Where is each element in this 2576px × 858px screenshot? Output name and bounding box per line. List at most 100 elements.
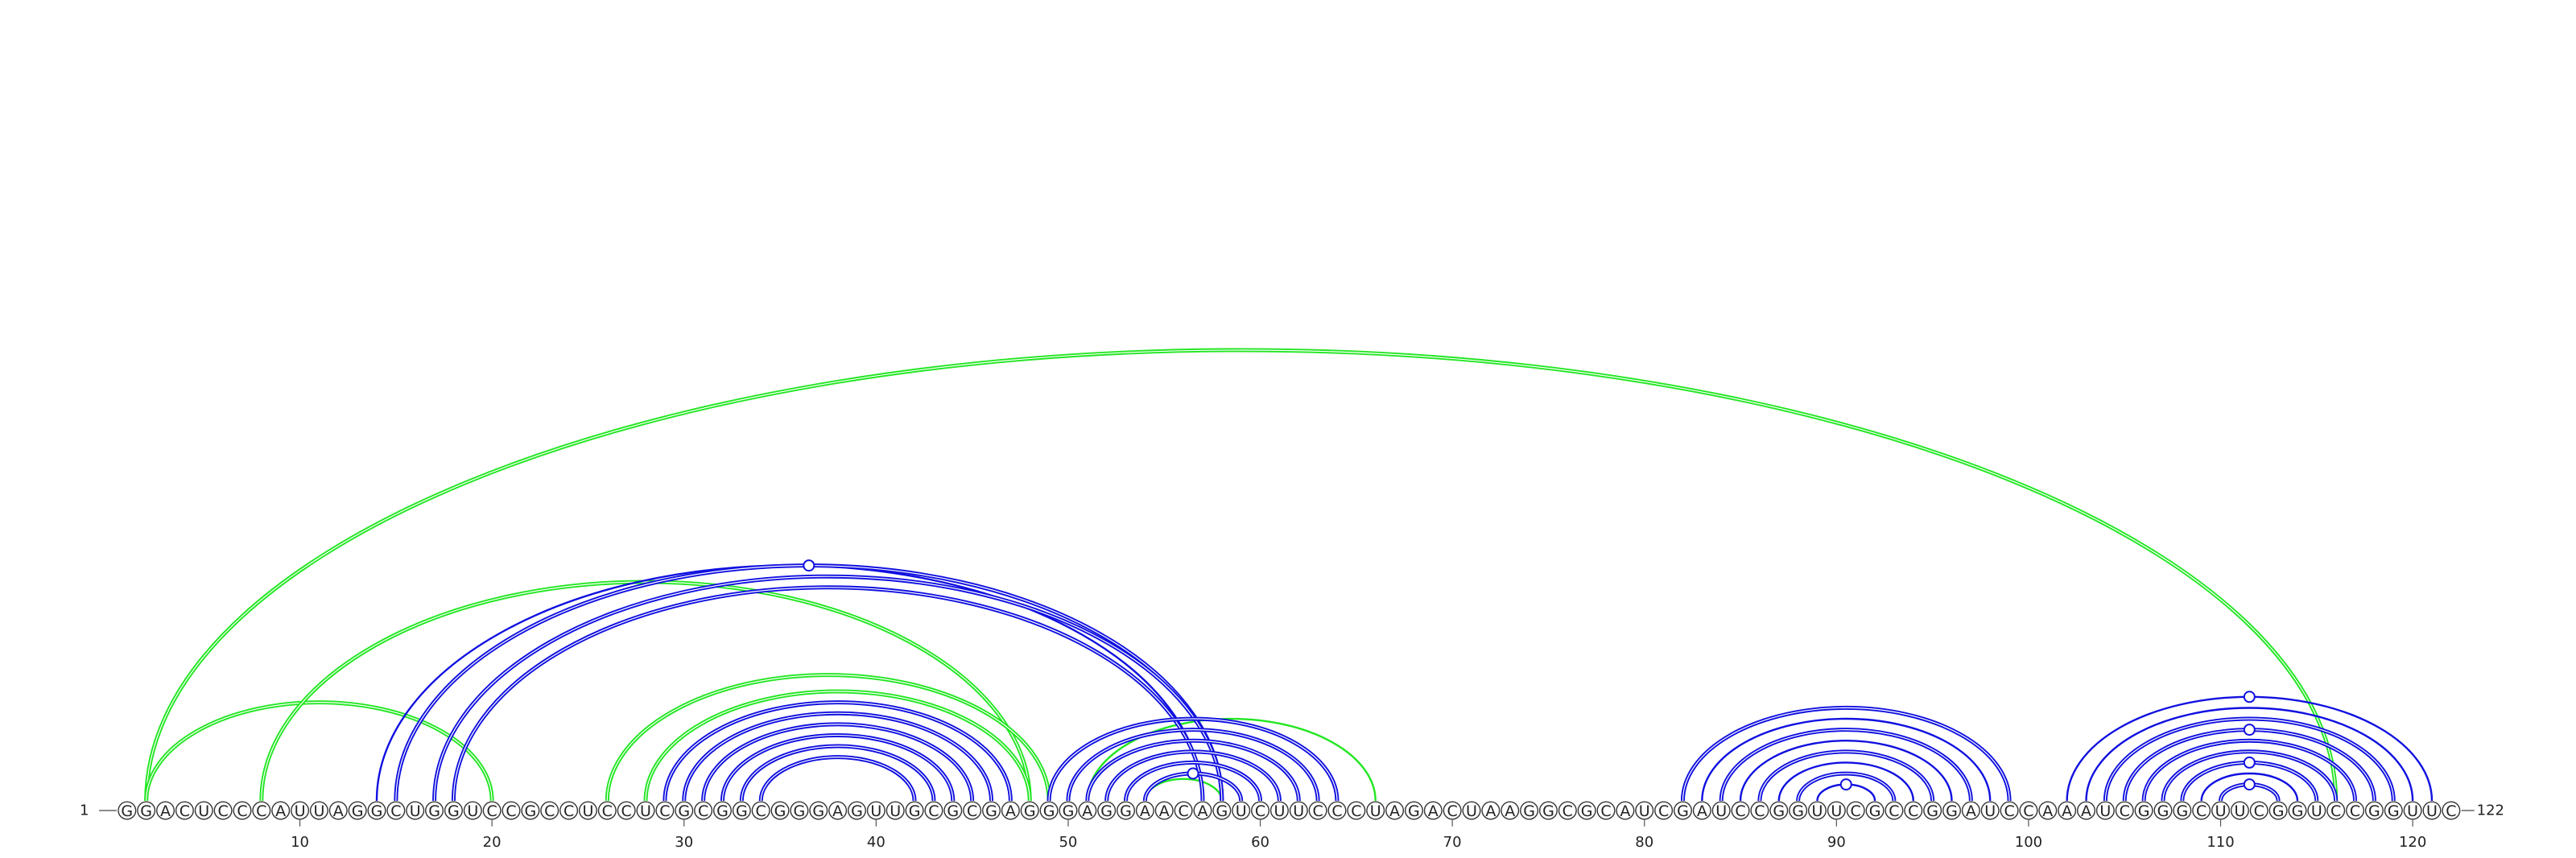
nucleotide-letter-73: A bbox=[1505, 802, 1515, 820]
nucleotide-letter-45: C bbox=[967, 802, 977, 820]
blue-arc-34-42 bbox=[758, 755, 917, 802]
nucleotide-circle-53 bbox=[1117, 801, 1136, 820]
nucleotide-circle-31 bbox=[694, 801, 713, 820]
nucleotide-circle-114 bbox=[2288, 801, 2307, 820]
nucleotide-circle-116 bbox=[2326, 801, 2346, 820]
nucleotide-letter-28: U bbox=[640, 802, 651, 820]
nucleotide-circle-106 bbox=[2134, 801, 2153, 820]
nucleotide-letter-67: A bbox=[1389, 802, 1400, 820]
nucleotide-letter-119: G bbox=[2388, 802, 2400, 820]
blue-arc-83-98 bbox=[1701, 717, 1992, 802]
nucleotide-letter-69: A bbox=[1428, 802, 1439, 820]
green-arc-51-66 bbox=[1086, 717, 1377, 802]
nucleotide-circle-93 bbox=[1885, 801, 1904, 820]
nucleotide-circle-5 bbox=[194, 801, 213, 820]
nucleotide-circle-76 bbox=[1558, 801, 1577, 820]
pair-marker-108-115 bbox=[2243, 756, 2256, 769]
nucleotide-letter-44: G bbox=[947, 802, 959, 820]
nucleotide-circle-86 bbox=[1750, 801, 1769, 820]
nucleotide-circle-40 bbox=[866, 801, 886, 820]
nucleotide-circle-33 bbox=[732, 801, 751, 820]
nucleotide-letter-41: U bbox=[890, 802, 901, 820]
nucleotide-circle-85 bbox=[1731, 801, 1750, 820]
nucleotide-circle-56 bbox=[1174, 801, 1193, 820]
nucleotide-circle-55 bbox=[1154, 801, 1174, 820]
nucleotide-circle-94 bbox=[1904, 801, 1923, 820]
nucleotide-letter-98: U bbox=[1984, 802, 1996, 820]
nucleotide-letter-14: G bbox=[371, 802, 383, 820]
nucleotide-letter-58: G bbox=[1216, 802, 1228, 820]
nucleotide-circle-81 bbox=[1654, 801, 1674, 820]
nucleotide-letter-100: C bbox=[2023, 802, 2033, 820]
blue-arc-33-43 bbox=[739, 744, 936, 802]
nucleotide-letter-13: G bbox=[352, 802, 364, 820]
nucleotide-circle-44 bbox=[943, 801, 963, 820]
tick-label-110: 110 bbox=[2207, 834, 2234, 851]
nucleotide-letter-109: C bbox=[2196, 802, 2207, 820]
nucleotide-letter-33: G bbox=[736, 802, 748, 820]
blue-arc-85-96 bbox=[1739, 739, 1953, 802]
blue-arc-gap-32-44 bbox=[721, 734, 954, 802]
nucleotide-letter-76: C bbox=[1563, 802, 1573, 820]
tick-label-60: 60 bbox=[1251, 834, 1269, 851]
nucleotide-letter-68: G bbox=[1408, 802, 1420, 820]
sequence-start-label: 1 bbox=[80, 802, 89, 819]
nucleotide-circle-52 bbox=[1097, 801, 1117, 820]
nucleotide-circle-4 bbox=[175, 801, 194, 820]
blue-arc-gap-33-43 bbox=[741, 745, 935, 802]
nucleotide-letter-85: C bbox=[1735, 802, 1745, 820]
nucleotide-letter-107: G bbox=[2157, 802, 2169, 820]
nucleotide-letter-62: U bbox=[1293, 802, 1304, 820]
nucleotide-letter-9: A bbox=[275, 802, 286, 820]
nucleotide-circle-108 bbox=[2173, 801, 2192, 820]
nucleotide-circle-113 bbox=[2268, 801, 2288, 820]
nucleotide-letter-99: C bbox=[2004, 802, 2014, 820]
nucleotide-letter-72: A bbox=[1485, 802, 1496, 820]
nucleotide-circle-61 bbox=[1269, 801, 1289, 820]
pair-marker-110-113 bbox=[2243, 778, 2256, 791]
nucleotide-circle-110 bbox=[2211, 801, 2231, 820]
nucleotide-circle-12 bbox=[328, 801, 348, 820]
nucleotide-letter-121: U bbox=[2426, 802, 2438, 820]
tick-label-100: 100 bbox=[2015, 834, 2042, 851]
green-arc-2-20 bbox=[144, 700, 494, 802]
nucleotide-letter-94: C bbox=[1908, 802, 1918, 820]
nucleotide-letter-49: G bbox=[1043, 802, 1055, 820]
nucleotide-letter-51: A bbox=[1082, 802, 1092, 820]
nucleotide-circle-105 bbox=[2115, 801, 2134, 820]
nucleotide-circle-82 bbox=[1673, 801, 1692, 820]
nucleotide-letter-112: C bbox=[2254, 802, 2264, 820]
nucleotide-circle-119 bbox=[2384, 801, 2403, 820]
blue-arc-gap-30-46 bbox=[683, 712, 993, 802]
tick-label-20: 20 bbox=[483, 834, 502, 851]
tick-label-10: 10 bbox=[291, 834, 309, 851]
nucleotide-circle-2 bbox=[137, 801, 156, 820]
nucleotide-circle-102 bbox=[2058, 801, 2077, 820]
blue-arc-gap-49-64 bbox=[1048, 718, 1338, 802]
nucleotide-circle-72 bbox=[1481, 801, 1501, 820]
nucleotide-circle-22 bbox=[521, 801, 540, 820]
nucleotide-circle-50 bbox=[1059, 801, 1078, 820]
nucleotide-letter-6: C bbox=[217, 802, 228, 820]
nucleotide-circle-66 bbox=[1366, 801, 1385, 820]
blue-arc-gap-50-63 bbox=[1067, 729, 1319, 802]
nucleotide-letter-87: G bbox=[1773, 802, 1785, 820]
blue-arc-gap-31-45 bbox=[703, 724, 973, 802]
nucleotide-letter-102: A bbox=[2062, 802, 2072, 820]
nucleotide-letter-30: G bbox=[678, 802, 690, 820]
nucleotide-circle-16 bbox=[406, 801, 425, 820]
nucleotide-letter-8: C bbox=[256, 802, 266, 820]
pair-marker-15-58 bbox=[803, 559, 815, 572]
nucleotide-letter-91: C bbox=[1851, 802, 1861, 820]
tick-label-90: 90 bbox=[1827, 834, 1846, 851]
blue-arc-gap-84-97 bbox=[1720, 729, 1971, 802]
nucleotide-circle-43 bbox=[924, 801, 943, 820]
nucleotide-letter-5: U bbox=[198, 802, 209, 820]
nucleotide-circle-87 bbox=[1769, 801, 1789, 820]
nucleotide-letter-11: U bbox=[313, 802, 324, 820]
nucleotide-circle-122 bbox=[2442, 801, 2461, 820]
nucleotide-letter-115: U bbox=[2311, 802, 2322, 820]
nucleotide-letter-43: C bbox=[928, 802, 939, 820]
nucleotide-letter-37: G bbox=[812, 802, 824, 820]
nucleotide-circle-83 bbox=[1692, 801, 1711, 820]
